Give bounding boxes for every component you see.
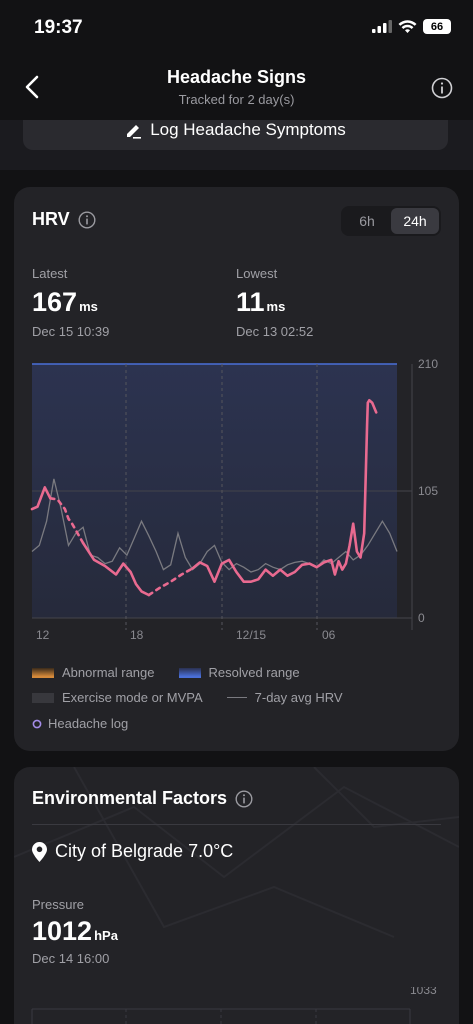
pressure-value-row: 1012 hPa	[32, 916, 118, 947]
pressure-chart[interactable]: 1033	[14, 987, 459, 1024]
log-headache-label: Log Headache Symptoms	[150, 120, 346, 139]
latest-unit: ms	[79, 299, 98, 314]
status-time: 19:37	[34, 17, 83, 38]
legend-resolved: Resolved range	[208, 665, 300, 680]
legend-avg: 7-day avg HRV	[254, 690, 343, 705]
y-tick-label: 210	[418, 357, 438, 371]
x-tick-label: 06	[322, 628, 336, 642]
status-bar: 19:37 66	[0, 0, 473, 52]
pressure-y-top: 1033	[410, 987, 437, 997]
latest-value-row: 167 ms	[32, 287, 109, 318]
y-tick-label: 0	[418, 611, 425, 625]
headache-log-icon	[32, 719, 42, 728]
wifi-icon	[398, 19, 417, 33]
header: Headache Signs Tracked for 2 day(s)	[0, 52, 473, 120]
environment-card: Environmental Factors City of Belgrade 7…	[14, 767, 459, 1024]
range-toggle: 6h 24h	[341, 206, 441, 236]
legend-exercise: Exercise mode or MVPA	[62, 690, 203, 705]
pressure-date: Dec 14 16:00	[32, 951, 110, 966]
lowest-date: Dec 13 02:52	[236, 324, 314, 339]
info-icon[interactable]	[431, 77, 453, 99]
lowest-unit: ms	[266, 299, 286, 314]
hrv-line	[30, 486, 52, 511]
pressure-value: 1012	[32, 916, 93, 946]
hrv-info-icon[interactable]	[78, 210, 96, 229]
latest-date: Dec 15 10:39	[32, 324, 110, 339]
location-label: City of Belgrade 7.0°C	[55, 841, 234, 861]
hrv-title: HRV	[32, 209, 96, 230]
pressure-stat: Pressure 1012 hPa Dec 14 16:00	[32, 897, 118, 966]
range-6h-button[interactable]: 6h	[359, 213, 375, 229]
latest-stat: Latest 167 ms Dec 15 10:39	[32, 266, 109, 339]
lowest-value-row: 11 ms	[236, 287, 313, 318]
pressure-unit: hPa	[94, 928, 118, 943]
range-24h-button[interactable]: 24h	[391, 208, 439, 234]
page-subtitle: Tracked for 2 day(s)	[178, 92, 295, 107]
y-tick-label: 105	[418, 484, 438, 498]
x-tick-label: 12/15	[236, 628, 266, 642]
hrv-line	[191, 399, 378, 583]
status-icons: 66	[372, 19, 451, 34]
pressure-label: Pressure	[32, 897, 85, 912]
page-title: Headache Signs	[166, 67, 307, 87]
hrv-title-label: HRV	[32, 209, 70, 229]
lowest-label: Lowest	[236, 266, 278, 281]
map-background	[14, 767, 459, 938]
location-pin-icon	[32, 841, 47, 862]
abnormal-swatch	[32, 667, 54, 678]
environment-divider	[32, 824, 441, 825]
environment-title: Environmental Factors	[32, 788, 253, 809]
legend-row-1: Abnormal range Resolved range	[32, 665, 300, 680]
x-tick-label: 12	[36, 628, 50, 642]
back-chevron-icon[interactable]	[20, 74, 46, 100]
environment-title-label: Environmental Factors	[32, 788, 228, 808]
hrv-line	[81, 541, 151, 597]
avg-swatch	[226, 696, 247, 699]
latest-value: 167	[32, 287, 78, 317]
location-row: City of Belgrade 7.0°C	[32, 841, 233, 862]
latest-label: Latest	[32, 266, 68, 281]
legend-headache: Headache log	[48, 716, 129, 731]
exercise-swatch	[32, 692, 54, 703]
hrv-line-dashed	[147, 567, 194, 597]
signal-icon	[372, 20, 392, 33]
hrv-chart[interactable]: 210 105 0 12 18 12/15 06	[14, 187, 459, 657]
lowest-stat: Lowest 11 ms Dec 13 02:52	[236, 266, 313, 339]
resolved-swatch	[178, 667, 201, 678]
lowest-value: 11	[236, 287, 265, 317]
x-tick-label: 18	[130, 628, 144, 642]
edit-icon	[127, 124, 142, 139]
legend-row-2: Exercise mode or MVPA 7-day avg HRV	[32, 690, 343, 705]
battery-icon: 66	[423, 19, 451, 34]
legend-row-3: Headache log	[32, 716, 128, 731]
hrv-line-dashed	[49, 497, 85, 545]
environment-info-icon[interactable]	[235, 789, 253, 808]
hrv-card: HRV 6h 24h Latest 167 ms Dec 15 10:39 Low…	[14, 187, 459, 751]
legend-abnormal: Abnormal range	[62, 665, 155, 680]
